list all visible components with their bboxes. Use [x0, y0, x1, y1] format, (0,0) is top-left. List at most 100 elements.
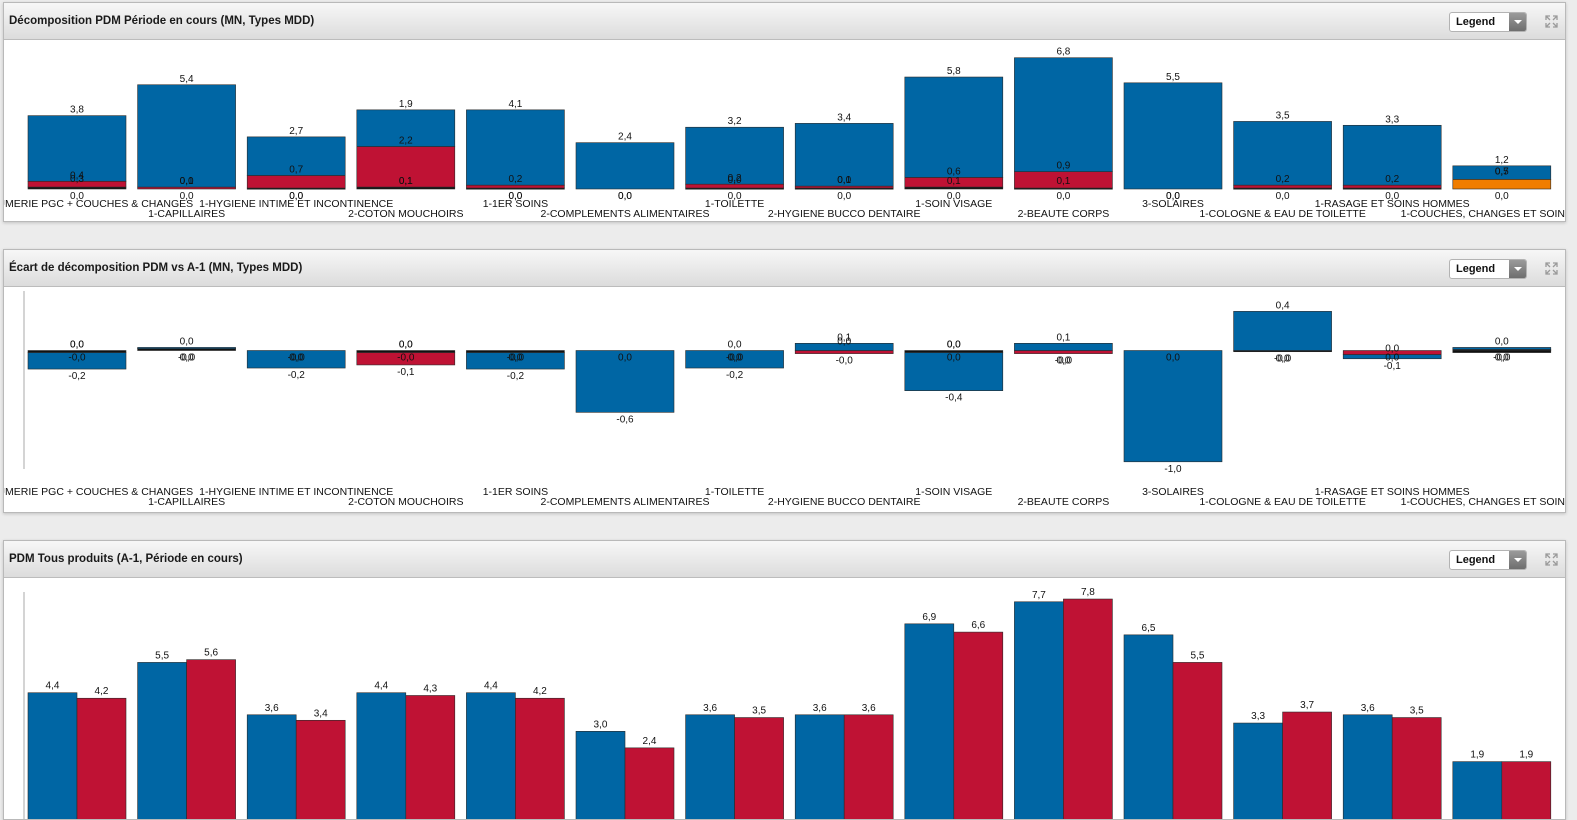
chevron-down-icon — [1509, 13, 1526, 31]
panel-decomposition: Décomposition PDM Période en cours (MN, … — [3, 2, 1566, 222]
data-label: 0,0 — [1276, 354, 1290, 365]
legend-dropdown[interactable]: Legend — [1449, 550, 1527, 570]
bar-segment — [1123, 350, 1223, 463]
bar-segment — [1233, 121, 1332, 186]
x-tick-label: 2-COMPLEMENTS ALIMENTAIRES — [540, 208, 709, 220]
data-label: 0,0 — [70, 340, 84, 351]
bar-segment — [685, 126, 784, 185]
data-label: -0,4 — [945, 393, 963, 404]
bar — [904, 623, 955, 819]
bar-segment — [1014, 343, 1113, 351]
data-label: 6,6 — [971, 620, 985, 631]
bar-segment — [137, 347, 236, 349]
data-label: 2,7 — [289, 126, 303, 137]
data-label: 5,6 — [204, 648, 218, 659]
data-label: 0,1 — [1056, 176, 1070, 187]
panel-header: Décomposition PDM Période en cours (MN, … — [4, 3, 1565, 40]
bar — [1123, 634, 1174, 819]
x-tick-label: 2-COTON MOUCHOIRS — [348, 496, 463, 508]
bar — [1014, 601, 1064, 819]
legend-dropdown[interactable]: Legend — [1449, 259, 1527, 279]
bar — [246, 714, 297, 819]
data-label: 0,0 — [618, 191, 632, 202]
data-label: 3,5 — [1276, 110, 1290, 121]
chevron-down-icon — [1509, 551, 1526, 569]
bar-segment — [904, 352, 1004, 391]
data-label: 0,1 — [837, 175, 851, 186]
bar-segment — [794, 123, 894, 187]
data-label: 5,5 — [155, 650, 169, 661]
data-label: 0,0 — [1385, 344, 1399, 355]
data-label: 0,0 — [947, 340, 961, 351]
bar — [1391, 717, 1442, 819]
data-label: -0,0 — [68, 353, 86, 364]
data-label: 6,8 — [1056, 47, 1070, 58]
bar-segment — [466, 184, 565, 189]
data-label: 0,7 — [1495, 166, 1509, 177]
x-tick-label: 1-1ER SOINS — [483, 198, 548, 210]
data-label: 0,0 — [180, 353, 194, 364]
data-label: 0,0 — [618, 191, 632, 202]
x-tick-label: 1-COLOGNE & EAU DE TOILETTE — [1199, 496, 1366, 508]
x-tick-label: 1-COUCHES, CHANGES ET SOINS BEBE — [1401, 496, 1566, 508]
data-label: 0,0 — [1056, 356, 1070, 367]
chart-ecart: 0,00,0-0,0-0,20,0-0,00,0 0,0-0,0-0,20,00,… — [4, 291, 1566, 508]
data-label: 3,2 — [728, 116, 742, 127]
data-label: 0,0 — [289, 353, 303, 364]
data-label: 0,0 — [289, 191, 303, 202]
bar-segment — [1452, 165, 1552, 180]
bar-segment — [246, 175, 346, 189]
bar-segment — [246, 350, 346, 369]
data-label: 3,3 — [1251, 711, 1265, 722]
x-tick-label: 2-BEAUTE CORPS — [1018, 496, 1110, 508]
data-label: 1,2 — [1495, 155, 1509, 166]
legend-dropdown[interactable]: Legend — [1449, 12, 1527, 32]
x-tick-label: 1-PARFUMERIE PGC + COUCHES & CHANGES — [4, 198, 193, 210]
data-label: 4,2 — [95, 686, 109, 697]
bar-segment — [794, 343, 894, 351]
data-label: 4,1 — [508, 99, 522, 110]
data-label: 6,9 — [922, 612, 936, 623]
x-tick-label: 2-HYGIENE BUCCO DENTAIRE — [768, 496, 921, 508]
bar-segment — [27, 352, 127, 370]
data-label: 0,0 — [180, 191, 194, 202]
data-label: 4,3 — [423, 683, 437, 694]
expand-icon[interactable] — [1544, 261, 1559, 276]
data-label: 0,2 — [728, 173, 742, 184]
expand-icon[interactable] — [1544, 14, 1559, 29]
data-label: 0,0 — [70, 340, 84, 351]
bar-segment — [1342, 184, 1442, 189]
bar — [794, 714, 845, 819]
bar — [76, 697, 127, 819]
data-label: -1,0 — [1164, 464, 1182, 475]
x-tick-label: 3-SOLAIRES — [1142, 486, 1204, 498]
data-label: 1,9 — [1519, 750, 1533, 761]
x-tick-label: 1-RASAGE ET SOINS HOMMES — [1315, 198, 1470, 210]
data-label: 7,8 — [1081, 587, 1095, 598]
data-label: 3,6 — [813, 703, 827, 714]
x-tick-label: 1-SOIN VISAGE — [915, 486, 992, 498]
bar — [27, 692, 78, 819]
data-label: 0,2 — [1276, 174, 1290, 185]
data-label: 0,0 — [1056, 191, 1070, 202]
data-label: -0,2 — [68, 371, 86, 382]
bar-segment — [246, 136, 346, 176]
panel-title: Décomposition PDM Période en cours (MN, … — [9, 15, 315, 27]
x-tick-label: 1-COUCHES, CHANGES ET SOINS BEBE — [1401, 208, 1566, 220]
data-label: 0,0 — [1385, 353, 1399, 364]
expand-icon[interactable] — [1544, 552, 1559, 567]
x-tick-label: 1-TOILETTE — [705, 198, 764, 210]
data-label: 0,0 — [1166, 353, 1180, 364]
data-label: -0,0 — [288, 353, 306, 364]
bar-segment — [1233, 311, 1332, 351]
bar-segment — [356, 352, 456, 366]
bar-segment — [685, 350, 784, 369]
x-tick-label: 2-COTON MOUCHOIRS — [348, 208, 463, 220]
data-label: 1,9 — [1470, 750, 1484, 761]
data-label: 5,5 — [1166, 72, 1180, 83]
data-label: 0,7 — [289, 164, 303, 175]
data-label: 4,4 — [46, 681, 60, 692]
data-label: 0,0 — [837, 191, 851, 202]
bar-segment — [794, 350, 894, 354]
x-tick-label: 2-HYGIENE BUCCO DENTAIRE — [768, 208, 921, 220]
